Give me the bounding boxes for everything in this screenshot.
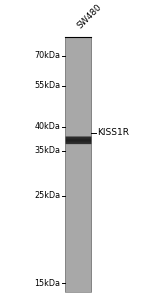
Text: SW480: SW480 [76,2,104,30]
Text: 15kDa: 15kDa [34,279,60,288]
Text: 35kDa: 35kDa [34,146,60,155]
Text: 40kDa: 40kDa [34,122,60,131]
Text: KISS1R: KISS1R [97,128,129,137]
Text: 25kDa: 25kDa [34,191,60,200]
Bar [65,37,91,292]
Text: 70kDa: 70kDa [34,51,60,60]
Text: 55kDa: 55kDa [34,81,60,90]
